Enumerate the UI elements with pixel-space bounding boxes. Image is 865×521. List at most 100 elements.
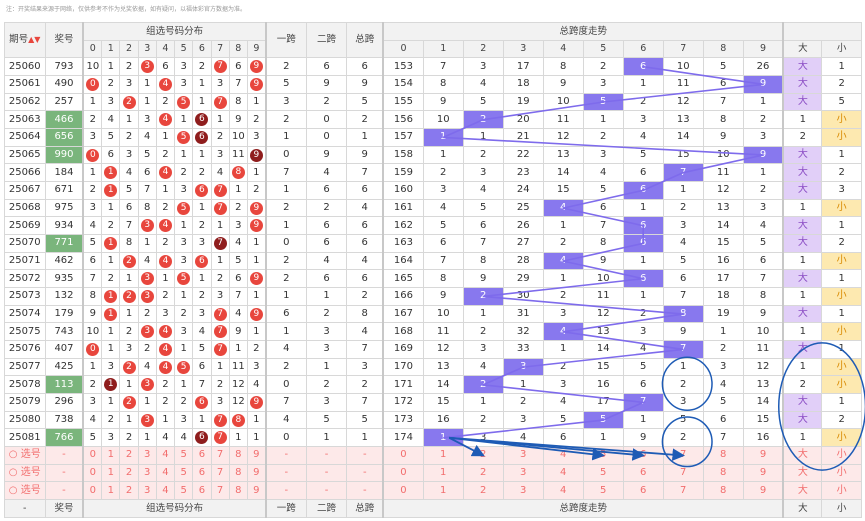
select-dist-digit[interactable]: 0 — [82, 463, 103, 483]
select-dist-digit[interactable]: 5 — [174, 463, 194, 483]
dist-cell: 1 — [101, 393, 121, 412]
select-trend-digit[interactable]: 6 — [622, 481, 664, 501]
drawn-digit-ball: 7 — [213, 307, 227, 321]
select-dist-digit[interactable]: 8 — [228, 463, 248, 483]
select-trend-digit[interactable]: 4 — [542, 481, 584, 501]
select-trend-digit[interactable]: 9 — [742, 481, 784, 501]
select-row-label[interactable]: ○ 选号 — [4, 481, 46, 501]
select-trend-digit[interactable]: 3 — [502, 481, 544, 501]
select-dist-digit[interactable]: 2 — [119, 481, 139, 501]
select-row[interactable]: ○ 选号 -0 1 2 3 4 5 6 7 8 9- - -0 1 2 3 4 5 6 7 8 9 大小 — [4, 481, 862, 501]
one-span-cell: 0 — [264, 375, 307, 395]
select-one-dash: - — [264, 446, 307, 465]
select-trend-digit[interactable]: 2 — [462, 481, 504, 501]
select-trend-digit[interactable]: 7 — [662, 481, 704, 501]
select-dist-digit[interactable]: 5 — [174, 481, 194, 501]
select-dist-digit[interactable]: 9 — [246, 446, 267, 465]
select-trend-digit[interactable]: 1 — [422, 481, 464, 501]
select-trend-digit[interactable]: 4 — [542, 463, 584, 483]
sort-arrow-icon[interactable]: ▲▼ — [28, 35, 41, 45]
dist-cell: 3 — [101, 357, 121, 377]
select-dist-digit[interactable]: 4 — [155, 481, 176, 501]
select-trend-digit[interactable]: 8 — [702, 481, 744, 501]
select-trend-digit[interactable]: 0 — [382, 481, 424, 501]
select-dist-digit[interactable]: 7 — [210, 481, 230, 501]
select-dist-digit[interactable]: 3 — [137, 446, 157, 465]
trend-miss-cell: 8 — [702, 110, 744, 130]
select-dist-digit[interactable]: 9 — [246, 463, 267, 483]
dist-cell: 4 — [119, 163, 139, 183]
select-trend-digit[interactable]: 1 — [422, 446, 464, 465]
trend-miss-cell: 19 — [702, 304, 744, 324]
select-dist-digit[interactable]: 2 — [119, 463, 139, 483]
select-label: 选号 — [20, 484, 41, 496]
select-trend-digit[interactable]: 1 — [422, 463, 464, 483]
select-dist-digit[interactable]: 0 — [82, 481, 103, 501]
select-trend-digit[interactable]: 6 — [622, 463, 664, 483]
col-period-header[interactable]: 期号▲▼ — [4, 21, 46, 59]
drawn-digit-ball: 2 — [122, 254, 136, 268]
select-dist-digit[interactable]: 6 — [192, 481, 212, 501]
select-dist-digit[interactable]: 7 — [210, 463, 230, 483]
select-dist-digit[interactable]: 1 — [101, 481, 121, 501]
trend-miss-cell: 13 — [702, 198, 744, 218]
select-trend-digit[interactable]: 4 — [542, 446, 584, 465]
select-dist-digit[interactable]: 6 — [192, 463, 212, 483]
dist-cell: 1 — [119, 410, 139, 430]
select-dist-digit[interactable]: 4 — [155, 446, 176, 465]
selected-span-digit[interactable]: 7 — [662, 446, 704, 465]
select-trend-digit[interactable]: 5 — [582, 463, 624, 483]
select-dist-digit[interactable]: 6 — [192, 446, 212, 465]
trend-miss-cell: 13 — [582, 322, 624, 342]
selected-span-digit[interactable]: 5 — [582, 446, 624, 465]
select-dist-digit[interactable]: 4 — [155, 463, 176, 483]
dist-cell: 2 — [101, 75, 121, 94]
radio-circle-icon[interactable]: ○ — [8, 449, 21, 461]
select-row-label[interactable]: ○ 选号 — [4, 463, 46, 483]
select-dist-digit[interactable]: 2 — [119, 446, 139, 465]
select-dist-digit[interactable]: 1 — [101, 463, 121, 483]
select-dist-digit[interactable]: 8 — [228, 481, 248, 501]
radio-circle-icon[interactable]: ○ — [8, 484, 21, 496]
select-trend-digit[interactable]: 3 — [502, 463, 544, 483]
select-row[interactable]: ○ 选号 -0 1 2 3 4 5 6 7 8 9- - -0 1 2 3 4 5 6 7 8 9 大小 — [4, 446, 862, 465]
select-dist-digit[interactable]: 9 — [246, 481, 267, 501]
select-small[interactable]: 小 — [821, 446, 862, 465]
trend-span-marker: 7 — [622, 393, 664, 412]
radio-circle-icon[interactable]: ○ — [8, 467, 21, 479]
select-dist-digit[interactable]: 3 — [137, 463, 157, 483]
selected-span-digit[interactable]: 6 — [622, 446, 664, 465]
select-trend-digit[interactable]: 2 — [462, 463, 504, 483]
select-dist-digit[interactable]: 5 — [174, 446, 194, 465]
select-trend-digit[interactable]: 0 — [382, 463, 424, 483]
select-trend-digit[interactable]: 3 — [502, 446, 544, 465]
drawn-digit-ball: 3 — [140, 378, 154, 392]
select-dist-digit[interactable]: 1 — [101, 446, 121, 465]
select-small[interactable]: 小 — [821, 481, 862, 501]
select-small[interactable]: 小 — [821, 463, 862, 483]
select-dist-digit[interactable]: 0 — [82, 446, 103, 465]
select-big[interactable]: 大 — [782, 463, 823, 483]
select-big[interactable]: 大 — [782, 481, 823, 501]
trend-miss-cell: 17 — [702, 269, 744, 289]
select-dist-digit[interactable]: 8 — [228, 446, 248, 465]
select-trend-digit[interactable]: 8 — [702, 446, 744, 465]
select-trend-digit[interactable]: 8 — [702, 463, 744, 483]
dist-cell: 4 — [155, 163, 176, 183]
select-dist-digit[interactable]: 3 — [137, 481, 157, 501]
dist-cell: 1 — [246, 322, 267, 342]
select-row-label[interactable]: ○ 选号 — [4, 446, 46, 465]
trend-miss-cell: 3 — [542, 375, 584, 395]
select-big[interactable]: 大 — [782, 446, 823, 465]
two-span-cell: 3 — [305, 393, 348, 412]
big-cell: 大 — [782, 269, 823, 289]
select-trend-digit[interactable]: 0 — [382, 446, 424, 465]
select-trend-digit[interactable]: 5 — [582, 481, 624, 501]
select-dist-digit[interactable]: 7 — [210, 446, 230, 465]
selected-span-digit[interactable]: 2 — [462, 446, 504, 465]
select-row[interactable]: ○ 选号 -0 1 2 3 4 5 6 7 8 9- - -0 1 2 3 4 5 6 7 8 9 大小 — [4, 463, 862, 483]
select-trend-digit[interactable]: 7 — [662, 463, 704, 483]
select-trend-digit[interactable]: 9 — [742, 463, 784, 483]
select-trend-digit[interactable]: 9 — [742, 446, 784, 465]
dist-cell: 6 — [82, 251, 103, 271]
